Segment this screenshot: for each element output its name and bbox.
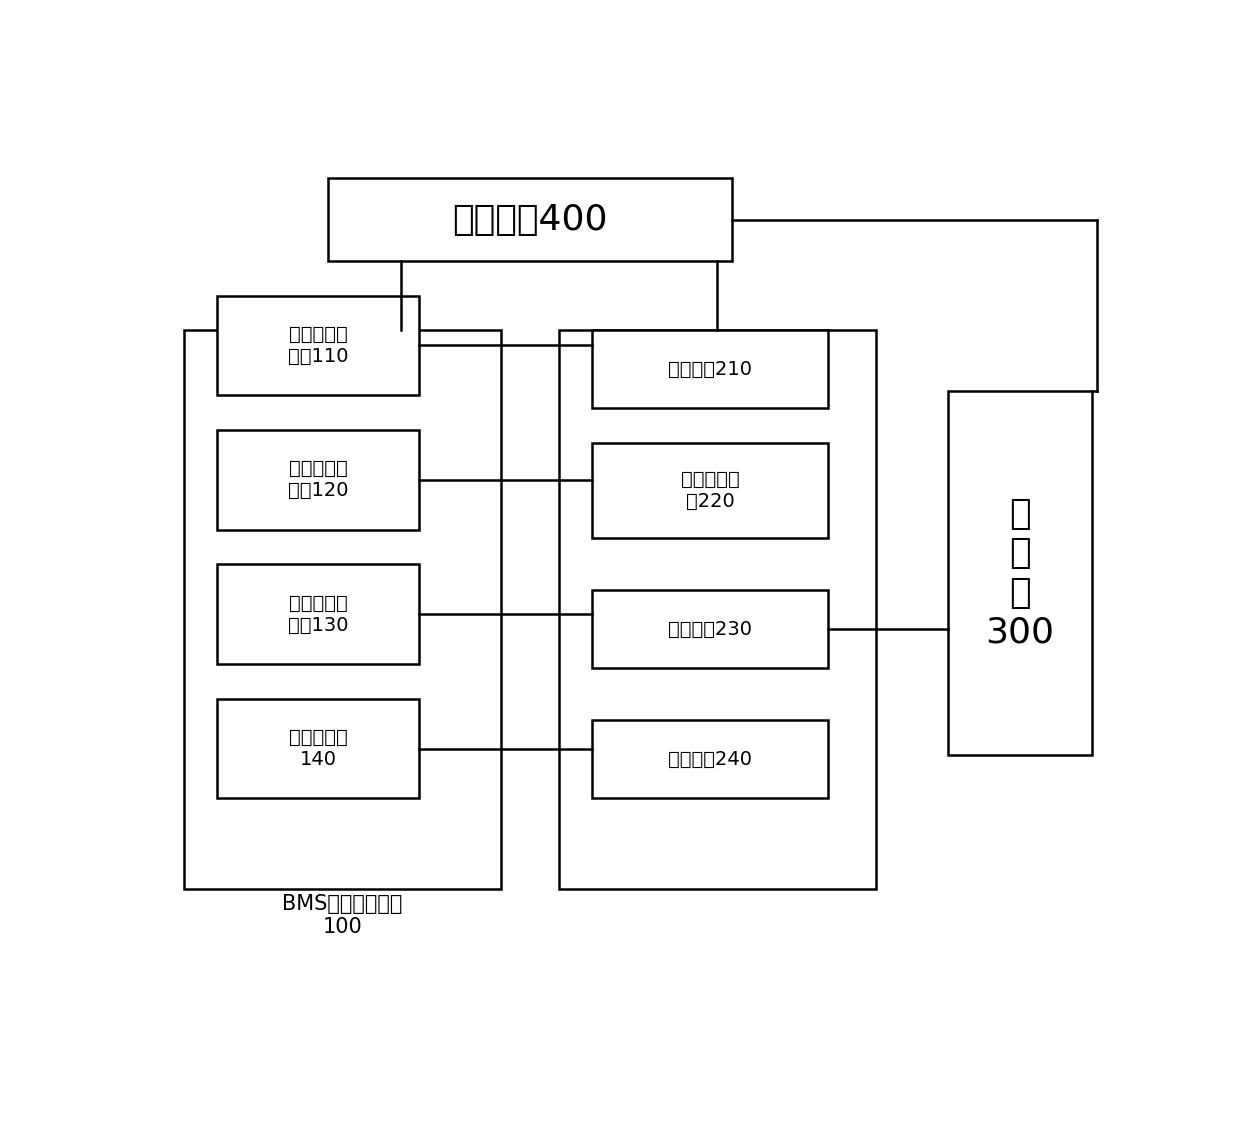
Text: 型号识别子
接口120: 型号识别子 接口120: [288, 459, 348, 500]
Text: 型号模拟模
块220: 型号模拟模 块220: [681, 470, 739, 511]
Bar: [184, 330, 501, 890]
Bar: [593, 330, 828, 409]
Bar: [327, 178, 732, 261]
Text: 通信子接口
140: 通信子接口 140: [289, 729, 347, 769]
Text: BMS交流充电接口
100: BMS交流充电接口 100: [283, 894, 403, 937]
Text: 接口模块230: 接口模块230: [668, 619, 751, 638]
Bar: [217, 430, 419, 529]
Bar: [593, 721, 828, 798]
Bar: [217, 295, 419, 395]
Bar: [558, 330, 875, 890]
Text: 上
位
机
300: 上 位 机 300: [986, 497, 1054, 649]
Bar: [593, 590, 828, 669]
Text: 温控模块210: 温控模块210: [668, 359, 751, 378]
Text: 通信模块240: 通信模块240: [668, 750, 751, 769]
Bar: [217, 698, 419, 798]
Text: 互锁信号子
接口130: 互锁信号子 接口130: [288, 593, 348, 635]
Bar: [947, 391, 1092, 756]
Bar: [593, 443, 828, 538]
Text: 温度信号子
接口110: 温度信号子 接口110: [288, 325, 348, 366]
Text: 程控电源400: 程控电源400: [453, 203, 608, 236]
Bar: [217, 564, 419, 664]
